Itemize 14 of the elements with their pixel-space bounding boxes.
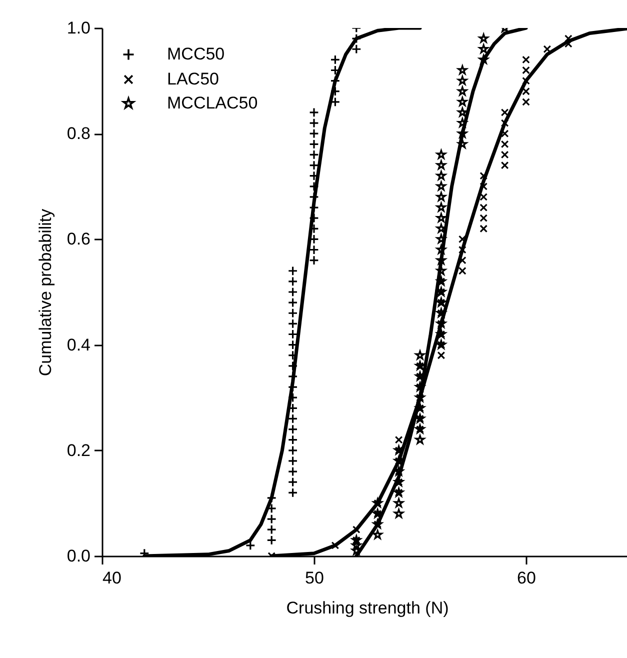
legend-label: MCCLAC50	[167, 94, 258, 112]
x-tick-label: 40	[102, 568, 122, 588]
y-tick-label: 0.4	[66, 335, 90, 354]
legend-label: LAC50	[167, 70, 219, 88]
y-tick-label: 0.0	[66, 546, 90, 566]
y-tick-label: 0.8	[66, 124, 90, 144]
y-tick-label: 0.6	[66, 230, 90, 249]
legend-label: MCC50	[167, 44, 225, 64]
x-axis-title: Crushing strength (N)	[286, 598, 449, 618]
y-axis-title: Cumulative probability	[36, 208, 55, 376]
x-tick-label: 60	[517, 568, 536, 588]
x-tick-label: 50	[305, 568, 324, 588]
y-tick-label: 1.0	[66, 18, 90, 38]
y-tick-label: 0.2	[66, 440, 90, 460]
